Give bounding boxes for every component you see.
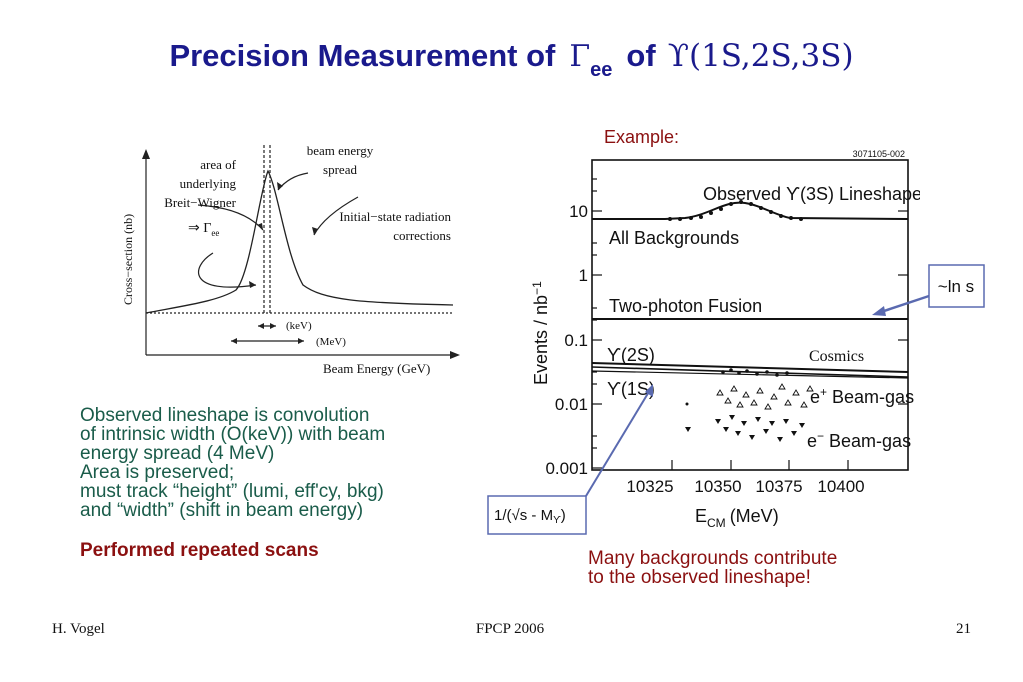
bgnote-line-2: to the observed lineshape! — [588, 567, 811, 588]
cosmics-points — [721, 368, 789, 377]
ytick-0.01: 0.01 — [555, 395, 588, 414]
observed-data-points — [668, 200, 803, 221]
footer-author: H. Vogel — [52, 621, 105, 637]
inverse-text: 1/(√s - Mϒ) — [494, 507, 566, 526]
ann-spread-line2: spread — [323, 162, 357, 177]
label-upsilon2s: ϒ(2S) — [607, 345, 655, 365]
ln-s-text: ~ln s — [938, 277, 974, 296]
spread-pointer — [277, 172, 309, 191]
label-observed: Observed ϒ(3S) Lineshape — [703, 184, 920, 204]
ann-spread-line1: beam energy — [307, 143, 374, 158]
example-label: Example: — [604, 127, 680, 147]
upsilon-lineshape-plot: 3071105-002 10 1 0.1 0.01 0.001 10325 10… — [530, 149, 920, 530]
desc-line-6: and “width” (shift in beam energy) — [80, 500, 364, 521]
ann-gamma: ⇒ Γee — [188, 221, 219, 238]
ytick-0.001: 0.001 — [545, 459, 588, 478]
ann-isr-line2: corrections — [393, 228, 451, 243]
plot-xlabel: ECM (MeV) — [695, 506, 779, 530]
title-ee: ee — [590, 59, 613, 81]
xtick-10400: 10400 — [817, 477, 864, 496]
sketch-y-arrow — [142, 149, 150, 159]
upsilon2s-tail-line — [591, 362, 909, 373]
title-of: of — [626, 38, 656, 73]
label-eminus-beam-gas: e− Beam-gas — [807, 429, 911, 451]
xtick-10325: 10325 — [626, 477, 673, 496]
desc-line-2: of intrinsic width (O(keV)) with beam — [80, 424, 386, 445]
observed-lineshape-fit — [592, 201, 909, 220]
ann-kev: (keV) — [286, 320, 312, 332]
title-gamma: Γ — [569, 39, 591, 74]
footer-page-number: 21 — [956, 621, 971, 637]
plot-id: 3071105-002 — [853, 149, 905, 159]
bgnote-line-1: Many backgrounds contribute — [588, 548, 838, 569]
eplus-beamgas-points — [716, 383, 814, 410]
sketch-x-arrow — [450, 351, 460, 359]
gamma-pointer — [198, 252, 257, 288]
footer-conference: FPCP 2006 — [475, 621, 545, 637]
ytick-10: 10 — [569, 202, 588, 221]
plot-frame — [591, 159, 909, 471]
lineshape-sketch-figure: Cross−section (nb) Beam Energy (GeV) are… — [121, 143, 460, 376]
sketch-ylabel: Cross−section (nb) — [121, 214, 135, 305]
ann-area-line2: underlying — [180, 176, 237, 191]
slide-title: Precision Measurement of Γee of ϒ(1S,2S,3S) — [0, 38, 1023, 82]
cosmics-line — [591, 370, 909, 379]
desc-line-4: Area is preserved; — [80, 462, 235, 483]
ln-s-arrowhead — [872, 306, 886, 316]
ln-s-arrow — [877, 294, 930, 315]
upsilon1s-tail-line — [591, 366, 909, 378]
label-cosmics: Cosmics — [809, 348, 864, 365]
backgrounds-note: Many backgrounds contribute to the obser… — [588, 549, 837, 587]
ann-isr-line1: Initial−state radiation — [339, 209, 451, 224]
smeared-lineshape-curve — [145, 169, 454, 314]
plot-ylabel: Events / nb−1 — [530, 281, 551, 385]
xtick-10350: 10350 — [694, 477, 741, 496]
label-eplus-beam-gas: e+ Beam-gas — [810, 385, 914, 407]
label-all-backgrounds: All Backgrounds — [609, 228, 739, 248]
label-upsilon1s: ϒ(1S) — [607, 379, 655, 399]
inverse-arrowhead — [645, 384, 653, 397]
callout-annotations: ~ln s 1/(√s - Mϒ) — [487, 264, 985, 535]
inverse-arrow — [585, 389, 651, 497]
desc-line-5: must track “height” (lumi, eff'cy, bkg) — [80, 481, 384, 502]
sketch-xlabel: Beam Energy (GeV) — [323, 361, 430, 376]
ytick-1: 1 — [579, 266, 588, 285]
ann-area-line1: area of — [200, 157, 236, 172]
ytick-0.1: 0.1 — [564, 331, 588, 350]
desc-line-3: energy spread (4 MeV) — [80, 443, 275, 464]
title-upsilon: ϒ(1S,2S,3S) — [667, 38, 854, 74]
eminus-beamgas-points — [685, 402, 805, 442]
repeated-scans-highlight: Performed repeated scans — [80, 540, 319, 561]
lineshape-description: Observed lineshape is convolution of int… — [80, 406, 480, 520]
label-two-photon: Two-photon Fusion — [609, 296, 762, 316]
ann-area-line3: Breit−Wigner — [164, 195, 236, 210]
ln-s-box — [928, 264, 985, 308]
title-main: Precision Measurement of — [169, 38, 556, 73]
inverse-box — [487, 495, 587, 535]
xtick-10375: 10375 — [755, 477, 802, 496]
desc-line-1: Observed lineshape is convolution — [80, 405, 370, 426]
ann-mev: (MeV) — [316, 336, 346, 348]
